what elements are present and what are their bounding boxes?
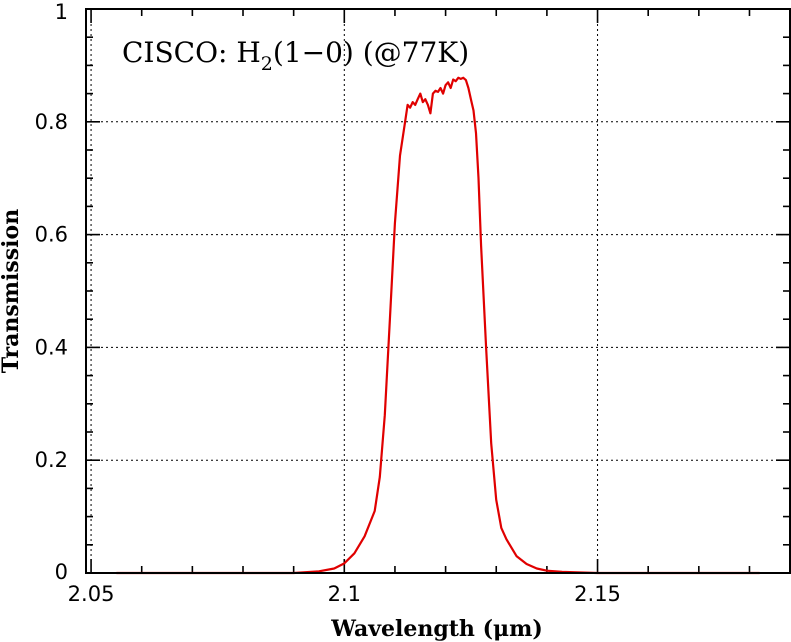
y-tick-label: 0.8 [35,110,68,134]
y-tick-label: 0 [55,560,68,584]
x-tick-label: 2.15 [574,582,621,606]
chart-title-subscript: 2 [261,53,273,75]
plot-frame [85,8,791,574]
transmission-curve [116,76,760,575]
y-tick-label: 0.6 [35,223,68,247]
grid-lines [86,9,790,573]
major-ticks [86,8,790,574]
y-tick-label: 0.2 [35,448,68,472]
x-tick-labels: 2.05 2.1 2.15 [68,582,621,606]
x-axis-title: Wavelength (μm) [330,616,543,642]
y-tick-label: 1 [55,0,68,24]
chart-title: CISCO: H2(1−0) (@77K) [122,36,469,75]
chart-title-suffix: (1−0) (@77K) [273,36,469,69]
x-tick-label: 2.1 [328,582,361,606]
x-tick-label: 2.05 [68,582,115,606]
chart-title-prefix: CISCO: H [122,36,261,69]
y-axis-title: Transmission [0,209,24,373]
minor-ticks [86,9,790,573]
y-tick-label: 0.4 [35,335,68,359]
y-tick-labels: 0 0.2 0.4 0.6 0.8 1 [35,0,68,584]
